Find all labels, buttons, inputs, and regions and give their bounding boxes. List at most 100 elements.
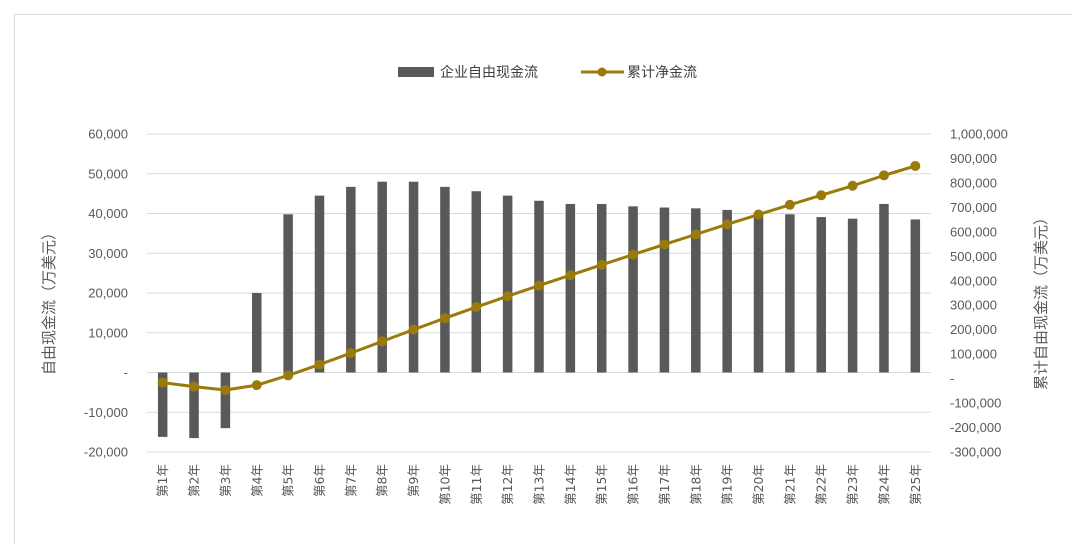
line-point: [784, 199, 795, 210]
category-label: 第10年: [437, 464, 452, 505]
bar: [910, 219, 921, 373]
right-tick-label: 100,000: [950, 347, 997, 362]
bar: [879, 203, 889, 373]
right-tick-label: 300,000: [950, 298, 997, 313]
category-label: 第4年: [249, 464, 264, 497]
bar: [785, 214, 795, 373]
category-label: 第8年: [375, 464, 390, 497]
line-point: [565, 270, 576, 281]
bar: [346, 186, 356, 373]
legend: 企业自由现金流 累计净金流: [398, 64, 697, 81]
category-label: 第13年: [532, 464, 547, 505]
category-label: 第5年: [281, 464, 296, 497]
line-point: [847, 180, 858, 191]
left-axis-ticks: -20,000-10,000-10,00020,00030,00040,0005…: [84, 127, 128, 460]
category-label: 第7年: [343, 464, 358, 497]
line-point: [502, 291, 513, 302]
right-tick-label: -200,000: [950, 420, 1001, 435]
line-point: [690, 229, 701, 240]
bar: [816, 217, 826, 373]
left-tick-label: 50,000: [88, 166, 128, 181]
right-tick-label: -300,000: [950, 445, 1001, 460]
legend-line-marker: [597, 67, 607, 77]
line-point: [659, 239, 670, 250]
bar: [691, 208, 701, 373]
category-label: 第11年: [469, 464, 484, 505]
line-point: [408, 324, 419, 335]
category-label: 第1年: [155, 464, 170, 497]
category-label: 第22年: [814, 464, 829, 505]
left-tick-label: -10,000: [84, 405, 128, 420]
line-point: [753, 209, 764, 220]
legend-bar-label: 企业自由现金流: [440, 64, 538, 81]
line-point: [439, 313, 450, 324]
bar: [722, 209, 732, 373]
category-label: 第12年: [500, 464, 515, 505]
category-label: 第14年: [563, 464, 578, 505]
left-axis-title: 自由现金流（万美元）: [40, 225, 58, 375]
bar: [189, 372, 199, 439]
category-label: 第24年: [876, 464, 891, 505]
line-point: [816, 190, 827, 201]
chart-frame: [14, 14, 1072, 544]
left-tick-label: 20,000: [88, 286, 128, 301]
bar: [157, 372, 168, 437]
category-label: 第18年: [688, 464, 703, 505]
bar: [252, 293, 262, 373]
category-label: 第2年: [187, 464, 202, 497]
category-label: 第20年: [751, 464, 766, 505]
bar: [502, 195, 513, 373]
line-point: [189, 381, 200, 392]
line-point: [220, 385, 231, 396]
category-label: 第17年: [657, 464, 672, 505]
category-label: 第19年: [720, 464, 735, 505]
line-point: [471, 302, 482, 313]
right-tick-label: 600,000: [950, 224, 997, 239]
right-axis-title: 累计自由现金流（万美元）: [1032, 210, 1050, 390]
right-tick-label: -100,000: [950, 396, 1001, 411]
right-tick-label: 900,000: [950, 151, 997, 166]
line-point: [314, 359, 325, 370]
line-point: [283, 370, 294, 381]
bar: [847, 218, 858, 373]
legend-bar-swatch: [398, 67, 434, 77]
right-tick-label: -: [950, 371, 954, 386]
right-tick-label: 800,000: [950, 175, 997, 190]
line-point: [878, 170, 889, 181]
right-tick-label: 400,000: [950, 273, 997, 288]
bar: [753, 212, 764, 373]
category-label: 第21年: [782, 464, 797, 505]
bar: [314, 195, 325, 373]
left-tick-label: 30,000: [88, 246, 128, 261]
right-tick-label: 200,000: [950, 322, 997, 337]
category-labels: 第1年 第2年 第3年 第4年 第5年 第6年 第7年 第8年 第9年 第10年 第11年 第12年 第…: [155, 464, 923, 505]
bar: [471, 191, 482, 373]
right-tick-label: 500,000: [950, 249, 997, 264]
bar: [596, 203, 607, 373]
left-tick-label: 10,000: [88, 325, 128, 340]
category-label: 第9年: [406, 464, 421, 497]
left-tick-label: 60,000: [88, 127, 128, 142]
bar: [220, 372, 231, 429]
category-label: 第15年: [594, 464, 609, 505]
line-point: [345, 348, 356, 359]
category-label: 第3年: [218, 464, 233, 497]
line-point: [157, 377, 168, 388]
line-point: [251, 380, 262, 391]
right-tick-label: 1,000,000: [950, 127, 1008, 142]
line-point: [596, 259, 607, 270]
line-point: [377, 336, 388, 347]
line-point: [722, 219, 733, 230]
left-tick-label: -20,000: [84, 445, 128, 460]
line-series: [157, 160, 921, 396]
right-axis-ticks: -300,000-200,000-100,000-100,000200,0003…: [950, 127, 1008, 460]
category-label: 第23年: [845, 464, 860, 505]
line-point: [910, 160, 921, 171]
bar: [283, 214, 293, 373]
bar: [659, 207, 670, 373]
category-label: 第6年: [312, 464, 327, 497]
left-tick-label: -: [124, 365, 128, 380]
line-point: [534, 280, 544, 291]
bar: [377, 181, 387, 373]
